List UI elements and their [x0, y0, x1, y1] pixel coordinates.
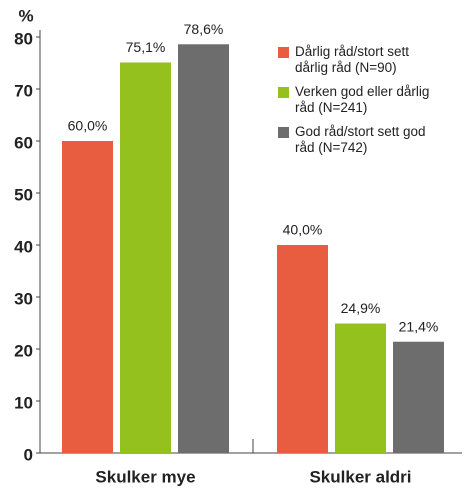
y-tick-label: 70	[14, 81, 33, 100]
legend-swatch	[278, 127, 289, 138]
y-tick-label: 40	[14, 237, 33, 256]
value-label: 40,0%	[283, 222, 323, 238]
bar	[120, 62, 171, 453]
y-tick-label: 20	[14, 341, 33, 360]
value-label: 78,6%	[184, 21, 224, 37]
legend-label: Verken god eller dårlig råd (N=241)	[295, 84, 430, 115]
y-tick-label: 60	[14, 133, 33, 152]
y-tick-label: 0	[24, 445, 33, 464]
bar	[277, 245, 328, 453]
legend-swatch	[278, 47, 289, 58]
legend-label: Dårlig råd/stort sett dårlig råd (N=90)	[295, 44, 410, 75]
legend-item: Dårlig råd/stort sett dårlig råd (N=90)	[278, 44, 453, 76]
value-label: 75,1%	[126, 39, 166, 55]
x-tick-label: Skulker aldri	[309, 467, 411, 486]
bar	[335, 323, 386, 453]
value-label: 24,9%	[341, 300, 381, 316]
value-label: 60,0%	[68, 118, 108, 134]
y-tick-label: 10	[14, 393, 33, 412]
legend-item: Verken god eller dårlig råd (N=241)	[278, 84, 453, 116]
bar	[62, 141, 113, 453]
legend-item: God råd/stort sett god råd (N=742)	[278, 124, 453, 156]
y-axis-label: %	[18, 6, 33, 25]
y-tick-label: 80	[14, 29, 33, 48]
value-label: 21,4%	[399, 318, 439, 334]
legend: Dårlig råd/stort sett dårlig råd (N=90) V…	[278, 44, 453, 164]
bar	[393, 341, 444, 453]
x-tick-label: Skulker mye	[95, 467, 195, 486]
legend-label: God råd/stort sett god råd (N=742)	[295, 124, 426, 155]
y-tick-label: 50	[14, 185, 33, 204]
bar	[178, 44, 229, 453]
legend-swatch	[278, 87, 289, 98]
y-tick-label: 30	[14, 289, 33, 308]
